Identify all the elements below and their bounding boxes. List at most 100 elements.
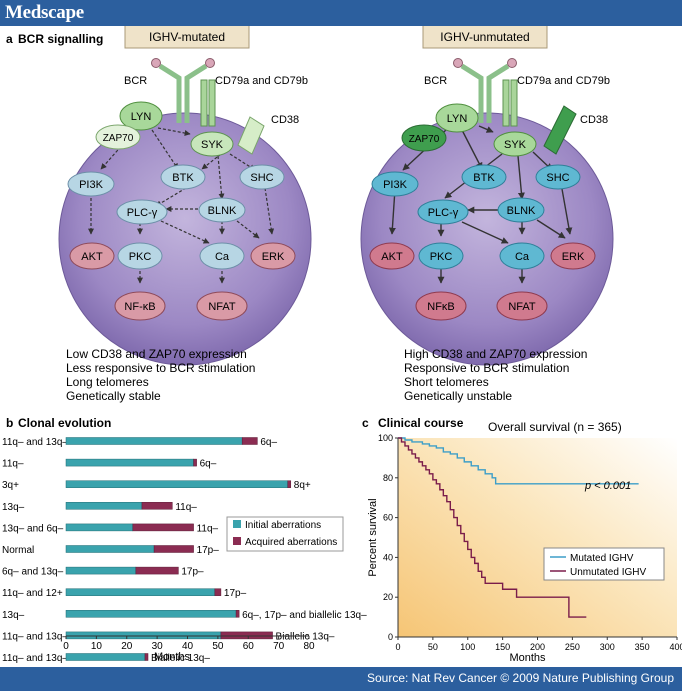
legend-swatch-initial	[233, 520, 241, 528]
initial-aberration-bar	[65, 631, 222, 640]
mutated-btk-text: BTK	[172, 172, 194, 184]
x-tick-label: 0	[395, 642, 400, 652]
mutated-header: IGHV-mutated	[149, 30, 225, 44]
unmutated-nfkb-text: NFκB	[427, 301, 455, 313]
mutated-blnk-text: BLNK	[208, 205, 237, 217]
unmutated-plc-node	[417, 199, 469, 225]
unmutated-header-box	[422, 26, 548, 49]
acquired-aberration-bar	[153, 545, 194, 553]
unmutated-nfkb-node	[415, 291, 467, 321]
unmutated-akt-text: AKT	[381, 251, 403, 263]
mutated-nfkb-text: NF-κB	[124, 301, 155, 313]
unmutated-header: IGHV-unmutated	[440, 30, 529, 44]
panel-b-label: b	[6, 416, 13, 430]
unmutated-ca-node	[499, 242, 545, 270]
acquired-aberration-bar	[193, 458, 197, 467]
bar-x-tick-label: 40	[182, 641, 194, 652]
mutated-note: Low CD38 and ZAP70 expression	[66, 347, 247, 361]
y-tick-label: 60	[383, 513, 393, 523]
acquired-aberration-label: 6q–	[200, 459, 217, 470]
mutated-note: Less responsive to BCR stimulation	[66, 361, 255, 375]
initial-aberration-bar	[65, 610, 237, 618]
unmutated-blnk-node	[497, 197, 545, 223]
unmutated-cell-diagram: IGHV-unmutated BCR CD79a and CD79b CD38	[360, 26, 614, 403]
legend-label-acquired: Acquired aberrations	[245, 537, 337, 548]
x-tick-label: 150	[495, 642, 510, 652]
legend-label-mutated: Mutated IGHV	[570, 553, 634, 564]
bar-x-tick-label: 10	[91, 641, 103, 652]
legend-swatch-acquired	[233, 537, 241, 545]
unmutated-akt-node	[369, 242, 415, 270]
bar-x-tick-label: 60	[243, 641, 255, 652]
bar-row-label: 3q+	[2, 480, 19, 491]
bar-row-label: 13q–	[2, 502, 25, 513]
x-tick-label: 50	[428, 642, 438, 652]
mutated-plc-text: PLC-γ	[127, 207, 158, 219]
unmutated-btk-text: BTK	[473, 172, 495, 184]
unmutated-pkc-text: PKC	[430, 251, 453, 263]
mutated-bcr-receptor	[151, 58, 265, 155]
mutated-cell-body	[58, 112, 312, 366]
mutated-nfat-node	[196, 291, 248, 321]
unmutated-cell-body	[360, 112, 614, 366]
initial-aberration-bar	[65, 458, 194, 467]
acquired-aberration-bar	[132, 523, 194, 532]
bar-row-label: 6q– and 13q–	[2, 567, 64, 578]
y-axis-label: Percent survival	[367, 498, 379, 576]
acquired-aberration-bar	[214, 588, 222, 596]
unmutated-pkc-node	[418, 242, 464, 270]
mutated-pkc-node	[117, 242, 163, 270]
bar-row-label: 11q– and 13q–	[2, 437, 68, 448]
initial-aberration-bar	[65, 545, 155, 553]
bar-x-tick-label: 30	[152, 641, 164, 652]
acquired-aberration-label: 11q–	[175, 502, 197, 513]
mutated-lyn-node	[119, 101, 163, 131]
acquired-aberration-bar	[235, 610, 240, 618]
unmutated-btk-node	[461, 164, 507, 190]
acquired-aberration-bar	[141, 502, 173, 510]
mutated-cd38-label: CD38	[271, 114, 299, 126]
mutated-erk-text: ERK	[262, 251, 285, 263]
mutated-akt-node	[69, 242, 115, 270]
acquired-aberration-bar	[135, 566, 179, 575]
bar-row-label: 13q– and 6q–	[2, 523, 64, 534]
mutated-akt-text: AKT	[81, 251, 103, 263]
acquired-aberration-label: 17p–	[224, 588, 247, 599]
bar-x-tick-label: 0	[63, 641, 69, 652]
mutated-ca-text: Ca	[215, 251, 230, 263]
unmutated-zap70-node	[401, 124, 447, 152]
unmutated-note: High CD38 and ZAP70 expression	[404, 347, 587, 361]
acquired-aberration-label: 6q–	[260, 437, 277, 448]
y-tick-label: 0	[388, 632, 393, 642]
panel-c-title: Clinical course	[378, 416, 464, 430]
medscape-logo: Medscape	[5, 2, 84, 23]
mutated-zap70-text: ZAP70	[103, 133, 134, 144]
unmutated-cd79-label: CD79a and CD79b	[517, 75, 610, 87]
mutated-zap70-node	[95, 124, 141, 150]
unmutated-survival-curve	[398, 437, 587, 618]
bar-row-label: 11q– and 13q–	[2, 653, 68, 664]
x-axis-label: Months	[509, 652, 546, 664]
mutated-btk-node	[160, 164, 206, 190]
x-tick-label: 250	[565, 642, 580, 652]
header-bar: Medscape	[0, 0, 682, 26]
unmutated-ca-text: Ca	[515, 251, 530, 263]
x-tick-label: 400	[669, 642, 682, 652]
acquired-aberration-bar	[287, 480, 292, 488]
mutated-cell-diagram: IGHV-mutated BCR CD79a and CD79b CD38	[58, 26, 312, 403]
unmutated-bcr-label: BCR	[424, 75, 447, 87]
panel-c-label: c	[362, 416, 369, 430]
y-tick-label: 80	[383, 473, 393, 483]
mutated-bcr-label: BCR	[124, 75, 147, 87]
panel-a-label: a	[6, 32, 13, 46]
acquired-aberration-label: 11q–	[197, 523, 219, 534]
bar-row-label: 11q–	[2, 459, 24, 470]
source-credit: Source: Nat Rev Cancer © 2009 Nature Pub…	[366, 671, 674, 685]
unmutated-syk-node	[493, 131, 537, 157]
y-tick-label: 100	[378, 433, 393, 443]
mutated-syk-node	[190, 131, 234, 157]
unmutated-nfat-text: NFAT	[508, 301, 536, 313]
mutated-shc-node	[239, 164, 285, 190]
unmutated-note: Genetically unstable	[404, 389, 512, 403]
mutated-nfat-text: NFAT	[208, 301, 236, 313]
